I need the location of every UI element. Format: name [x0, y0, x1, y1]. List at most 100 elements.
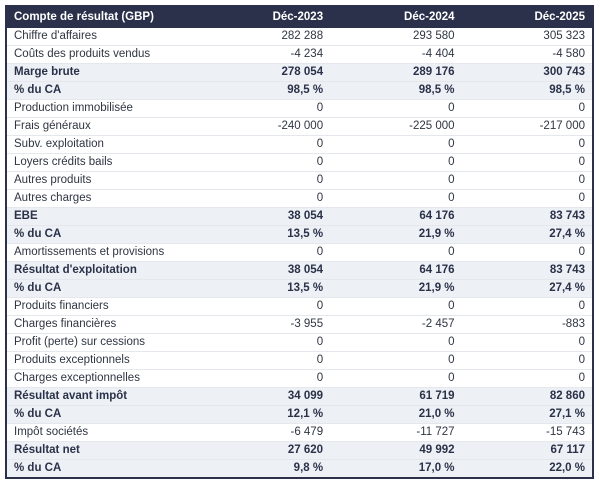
- row-value: 0: [461, 369, 593, 388]
- row-value: 278 054: [198, 63, 331, 82]
- row-value: 0: [198, 243, 331, 262]
- row-value: 27,4 %: [461, 279, 593, 298]
- row-value: 9,8 %: [198, 459, 331, 478]
- row-value: 0: [461, 333, 593, 352]
- row-label: Amortissements et provisions: [6, 243, 199, 262]
- row-value: 83 743: [461, 207, 593, 226]
- row-value: 0: [461, 171, 593, 190]
- row-label: Production immobilisée: [6, 99, 199, 118]
- table-body: Chiffre d'affaires 282 288 293 580 305 323 C…: [6, 27, 593, 478]
- table-row: Produits financiers 0 0 0: [6, 297, 593, 316]
- row-value: 12,1 %: [198, 405, 331, 424]
- row-label: % du CA: [6, 459, 199, 478]
- row-value: 27 620: [198, 441, 331, 460]
- header-col-dec-2024: Déc-2024: [330, 6, 462, 28]
- row-label: Produits financiers: [6, 297, 199, 316]
- table-row: Autres produits 0 0 0: [6, 171, 593, 190]
- row-label: % du CA: [6, 405, 199, 424]
- row-value: 0: [461, 189, 593, 208]
- table-row: Frais généraux -240 000 -225 000 -217 000: [6, 117, 593, 136]
- row-value: 98,5 %: [330, 81, 462, 100]
- row-value: -11 727: [330, 423, 462, 442]
- row-label: Profit (perte) sur cessions: [6, 333, 199, 352]
- row-value: -6 479: [198, 423, 331, 442]
- row-value: 27,4 %: [461, 225, 593, 244]
- row-value: 0: [461, 243, 593, 262]
- row-value: 282 288: [198, 27, 331, 46]
- row-value: 22,0 %: [461, 459, 593, 478]
- row-value: 0: [198, 369, 331, 388]
- row-value: 293 580: [330, 27, 462, 46]
- row-value: 0: [330, 297, 462, 316]
- row-value: 38 054: [198, 261, 331, 280]
- row-value: 0: [461, 135, 593, 154]
- row-label: % du CA: [6, 81, 199, 100]
- table-header: Compte de résultat (GBP) Déc-2023 Déc-20…: [6, 6, 593, 28]
- row-value: 0: [330, 99, 462, 118]
- row-value: -225 000: [330, 117, 462, 136]
- row-value: 67 117: [461, 441, 593, 460]
- table-row: Amortissements et provisions 0 0 0: [6, 243, 593, 262]
- row-value: 27,1 %: [461, 405, 593, 424]
- row-value: 0: [198, 333, 331, 352]
- row-label: Loyers crédits bails: [6, 153, 199, 172]
- row-label: Coûts des produits vendus: [6, 45, 199, 64]
- row-value: 21,0 %: [330, 405, 462, 424]
- row-value: 0: [198, 135, 331, 154]
- table-row: Charges exceptionnelles 0 0 0: [6, 369, 593, 388]
- row-value: 300 743: [461, 63, 593, 82]
- row-value: -4 404: [330, 45, 462, 64]
- row-value: 38 054: [198, 207, 331, 226]
- row-value: 0: [461, 99, 593, 118]
- row-value: 0: [461, 153, 593, 172]
- table-row: Résultat net 27 620 49 992 67 117: [6, 441, 593, 460]
- row-value: 0: [198, 99, 331, 118]
- row-value: 17,0 %: [330, 459, 462, 478]
- row-value: 305 323: [461, 27, 593, 46]
- row-label: Résultat net: [6, 441, 199, 460]
- row-value: 13,5 %: [198, 279, 331, 298]
- table-row: Autres charges 0 0 0: [6, 189, 593, 208]
- row-value: 49 992: [330, 441, 462, 460]
- row-label: Produits exceptionnels: [6, 351, 199, 370]
- table-row: EBE 38 054 64 176 83 743: [6, 207, 593, 226]
- row-value: 0: [198, 171, 331, 190]
- row-value: 0: [461, 297, 593, 316]
- row-value: 0: [330, 189, 462, 208]
- row-value: -217 000: [461, 117, 593, 136]
- table-row: Loyers crédits bails 0 0 0: [6, 153, 593, 172]
- row-label: Subv. exploitation: [6, 135, 199, 154]
- table-row: Charges financières -3 955 -2 457 -883: [6, 315, 593, 334]
- row-label: Résultat d'exploitation: [6, 261, 199, 280]
- table-row: Marge brute 278 054 289 176 300 743: [6, 63, 593, 82]
- table-row: Subv. exploitation 0 0 0: [6, 135, 593, 154]
- row-value: 83 743: [461, 261, 593, 280]
- row-label: % du CA: [6, 279, 199, 298]
- row-value: 0: [330, 171, 462, 190]
- row-value: 0: [198, 153, 331, 172]
- row-label: Autres produits: [6, 171, 199, 190]
- table-row: % du CA 13,5 % 21,9 % 27,4 %: [6, 279, 593, 298]
- row-value: 0: [198, 297, 331, 316]
- row-label: Chiffre d'affaires: [6, 27, 199, 46]
- row-label: Frais généraux: [6, 117, 199, 136]
- row-value: 34 099: [198, 387, 331, 406]
- table-row: Impôt sociétés -6 479 -11 727 -15 743: [6, 423, 593, 442]
- row-value: 21,9 %: [330, 225, 462, 244]
- row-value: -3 955: [198, 315, 331, 334]
- row-value: -883: [461, 315, 593, 334]
- row-value: 64 176: [330, 207, 462, 226]
- header-col-dec-2023: Déc-2023: [198, 6, 331, 28]
- row-value: 0: [330, 351, 462, 370]
- row-value: 0: [330, 135, 462, 154]
- row-value: 61 719: [330, 387, 462, 406]
- row-value: 21,9 %: [330, 279, 462, 298]
- table-row: Production immobilisée 0 0 0: [6, 99, 593, 118]
- row-value: -240 000: [198, 117, 331, 136]
- row-value: 0: [198, 189, 331, 208]
- income-statement-table: Compte de résultat (GBP) Déc-2023 Déc-20…: [5, 5, 594, 479]
- table-row: Produits exceptionnels 0 0 0: [6, 351, 593, 370]
- row-value: 13,5 %: [198, 225, 331, 244]
- row-value: 0: [330, 333, 462, 352]
